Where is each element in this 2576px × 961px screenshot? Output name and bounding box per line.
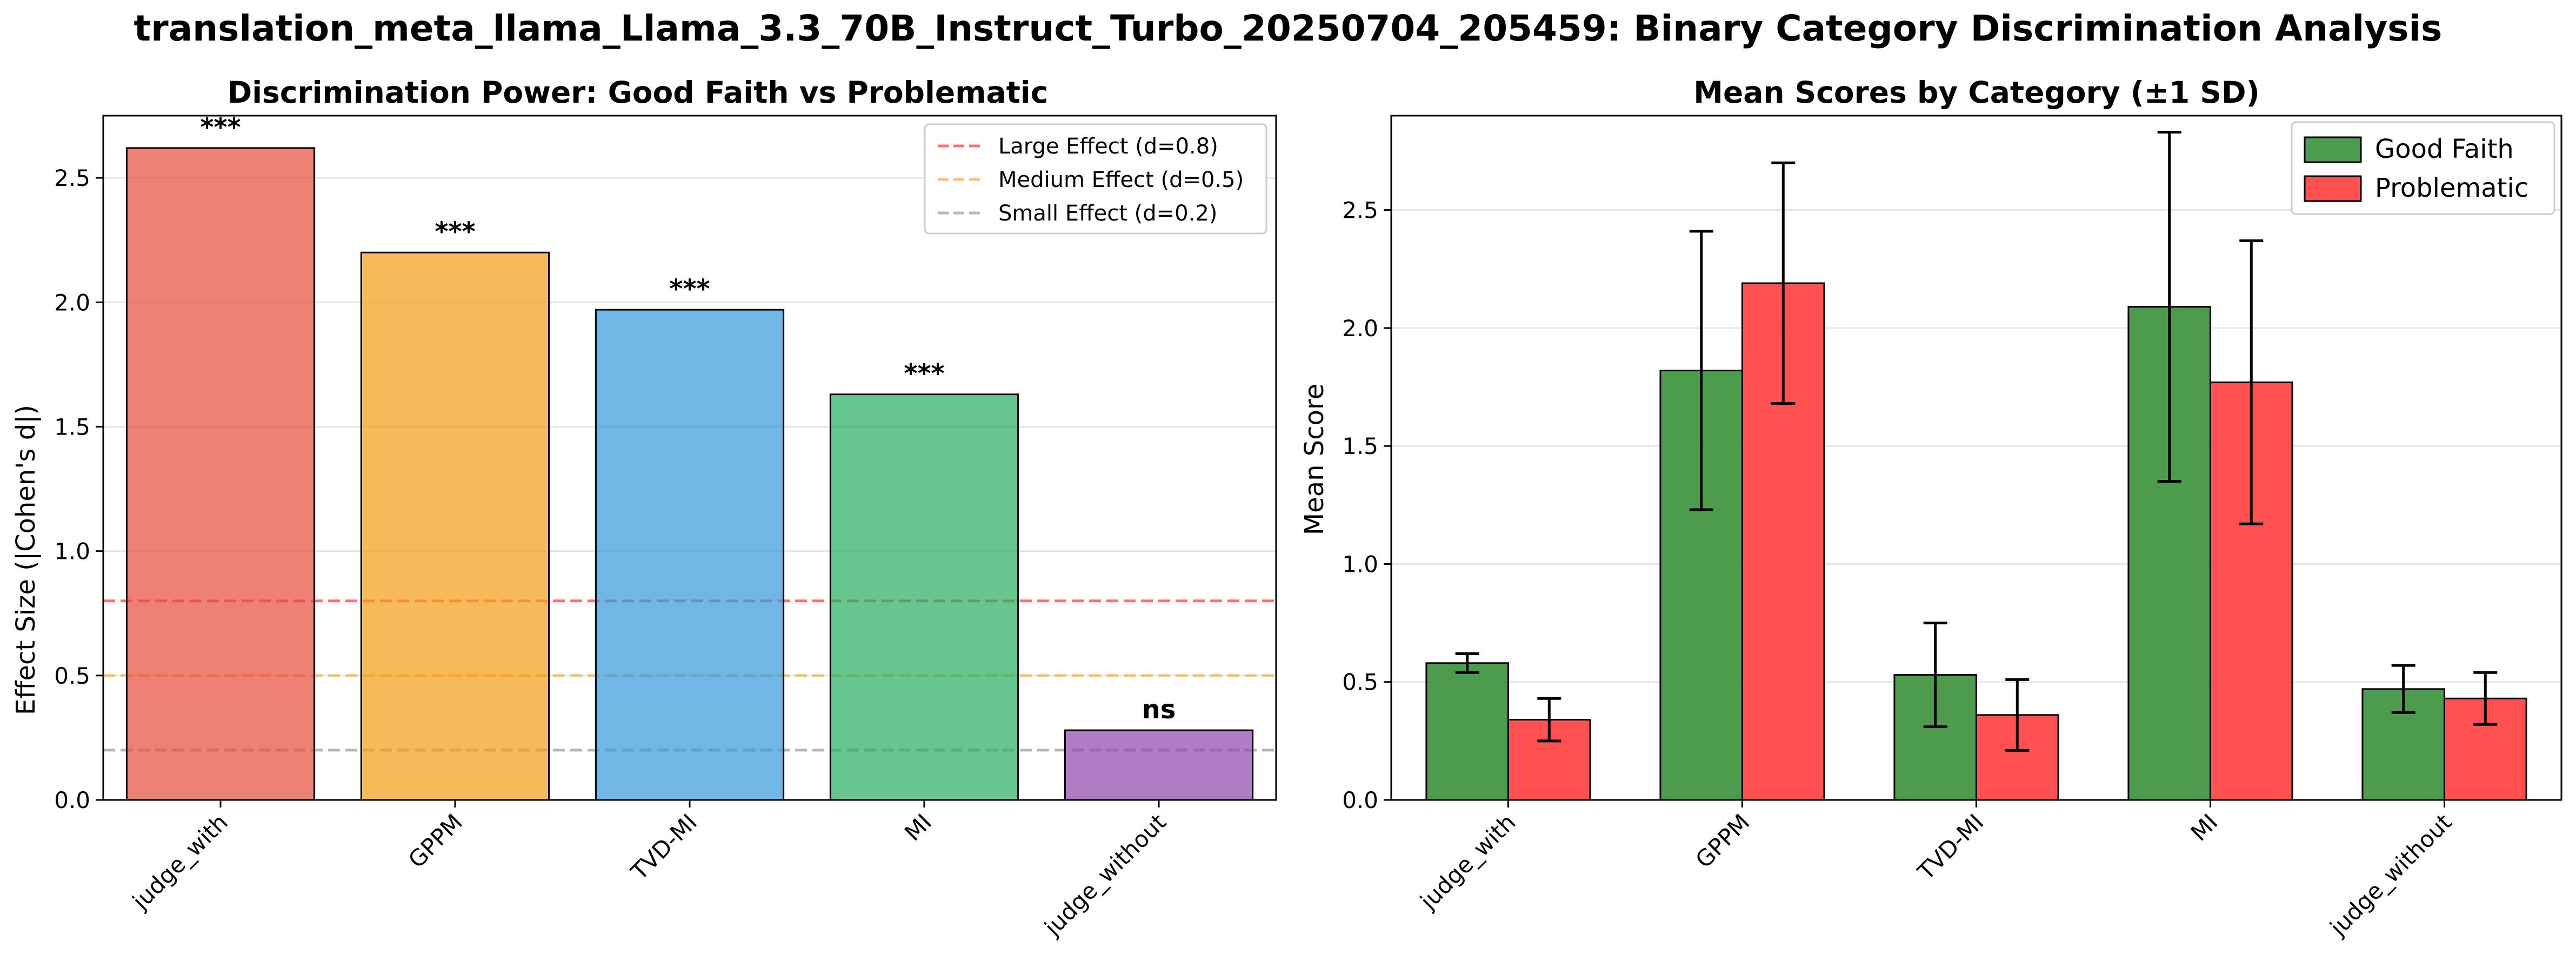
effect-size-legend: Large Effect (d=0.8) Medium Effect (d=0.5… [924,123,1267,235]
effect-size-bar [360,251,550,801]
effect-size-y-tick-label: 2.0 [54,289,90,316]
mean-scores-y-tick-label: 2.5 [1342,197,1378,224]
figure-title: translation_meta_llama_Llama_3.3_70B_Ins… [134,8,2442,49]
effect-size-bar [595,309,785,801]
mean-scores-error-bars [1455,131,2498,752]
effect-size-y-ticks: 0.0 0.5 1.0 1.5 2.0 2.5 [54,165,103,813]
mean-scores-x-tick-label: MI [2186,809,2223,846]
significance-label: ns [1142,695,1176,725]
effect-size-y-tick-label: 1.5 [54,413,90,440]
effect-size-bar [829,393,1019,801]
significance-labels: *** *** *** *** ns [200,112,1176,725]
effect-size-y-tick-label: 0.0 [54,787,90,813]
mean-scores-y-tick-label: 0.0 [1342,787,1378,813]
legend-swatch [2304,136,2362,163]
significance-label: *** [435,217,475,247]
effect-size-y-tick-label: 1.0 [54,538,90,565]
effect-size-x-tick-label: judge_without [1039,809,1171,941]
legend-swatch [2304,175,2362,202]
mean-scores-y-tick-label: 1.0 [1342,551,1378,577]
mean-scores-x-tick-label: GPPM [1690,809,1754,873]
legend-entry-label: Medium Effect (d=0.5) [998,168,1244,192]
effect-size-bar [1064,729,1254,801]
effect-size-y-axis-label: Effect Size (|Cohen's d|) [11,405,41,715]
mean-scores-bars [1425,282,2527,801]
effect-size-bars [125,147,1254,801]
effect-size-legend-box [924,123,1267,235]
effect-size-y-tick-label: 0.5 [54,663,90,689]
mean-scores-legend: Good Faith Problematic [2291,121,2555,215]
good-faith-bar [1425,662,1509,801]
effect-size-x-tick-label: MI [899,809,937,846]
significance-label: *** [200,112,241,143]
effect-size-y-tick-label: 2.5 [54,165,90,191]
effect-size-x-tick-label: TVD-MI [625,809,702,885]
legend-entry-label: Good Faith [2375,134,2514,164]
mean-scores-y-tick-label: 0.5 [1342,669,1378,696]
significance-label: *** [904,359,944,389]
effect-size-chart-title: Discrimination Power: Good Faith vs Prob… [228,75,1049,110]
mean-scores-panel: Mean Scores by Category (±1 SD) Mean Sco… [1299,75,2562,941]
mean-scores-y-tick-label: 1.5 [1342,433,1378,459]
mean-scores-x-tick-label: judge_with [1414,809,1520,915]
legend-entry-label: Large Effect (d=0.8) [998,134,1218,159]
mean-scores-x-tick-label: TVD-MI [1912,809,1989,885]
mean-scores-y-ticks: 0.0 0.5 1.0 1.5 2.0 2.5 [1342,197,1391,813]
effect-size-x-tick-label: GPPM [403,809,468,873]
mean-scores-x-ticks: judge_with GPPM TVD-MI MI judge_without [1414,800,2457,941]
significance-label: *** [669,274,710,304]
mean-scores-y-axis-label: Mean Score [1299,384,1330,535]
effect-size-x-tick-label: judge_with [127,809,233,915]
mean-scores-x-tick-label: judge_without [2325,809,2457,941]
effect-size-panel: Discrimination Power: Good Faith vs Prob… [11,75,1277,941]
legend-entry-label: Small Effect (d=0.2) [998,201,1217,226]
mean-scores-y-tick-label: 2.0 [1342,315,1378,342]
effect-size-bar [125,147,316,801]
mean-scores-chart-title: Mean Scores by Category (±1 SD) [1693,75,2260,110]
effect-size-x-ticks: judge_with GPPM TVD-MI MI judge_without [127,800,1171,941]
legend-entry-label: Problematic [2375,173,2528,203]
